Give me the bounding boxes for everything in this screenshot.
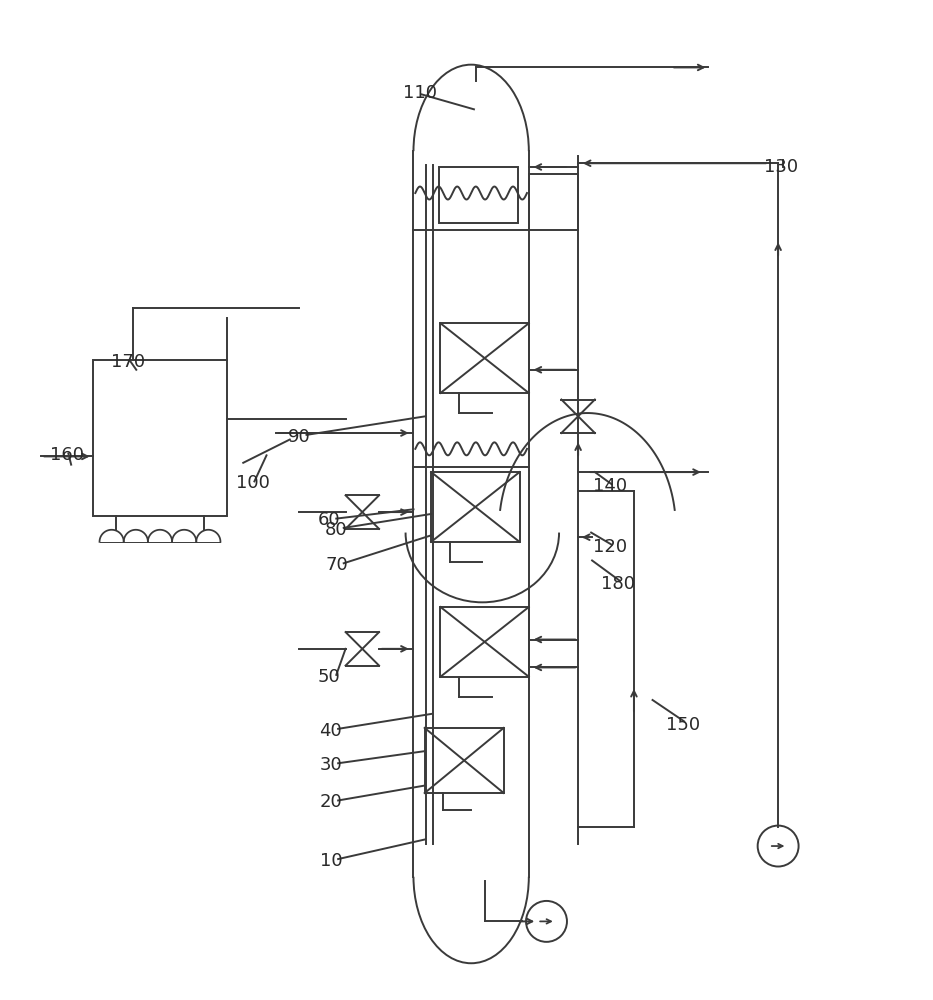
Text: 10: 10 [319,852,342,870]
Text: 140: 140 [593,477,627,495]
Bar [425,728,504,793]
Text: 40: 40 [319,722,342,740]
Text: 120: 120 [593,538,627,556]
Bar [440,323,529,393]
Text: 150: 150 [665,716,700,734]
Text: 170: 170 [111,353,146,371]
Text: 20: 20 [319,793,342,811]
Text: 160: 160 [49,446,84,464]
Text: 180: 180 [602,575,635,593]
Text: 90: 90 [288,428,311,446]
Bar [431,472,520,542]
Text: 110: 110 [403,84,438,102]
Text: 50: 50 [317,668,341,686]
Bar [92,360,228,516]
Bar [440,607,529,677]
Text: 100: 100 [236,474,270,492]
Text: 60: 60 [317,511,341,529]
Bar [439,167,518,223]
Text: 70: 70 [325,556,348,574]
Text: 80: 80 [325,521,348,539]
Bar [529,174,578,230]
Text: 130: 130 [764,158,799,176]
Text: 30: 30 [319,756,342,774]
